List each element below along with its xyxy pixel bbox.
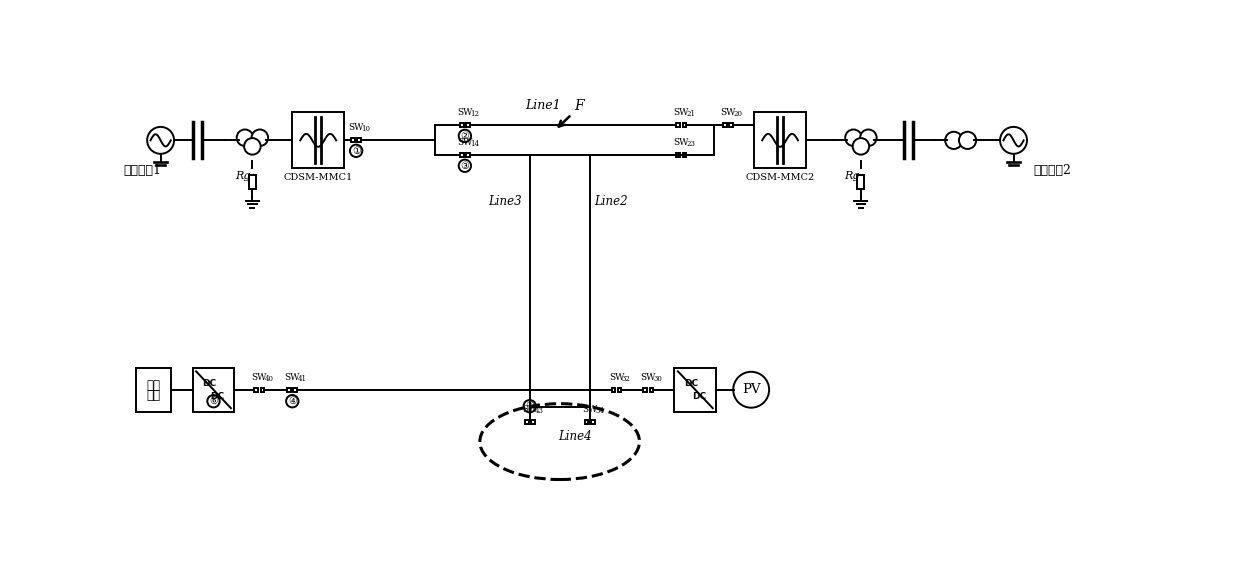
Bar	[683, 123, 686, 128]
Bar	[612, 388, 616, 392]
Circle shape	[945, 132, 963, 149]
Text: Line1: Line1	[525, 99, 560, 112]
Bar	[351, 139, 354, 142]
Bar	[643, 388, 647, 392]
Bar	[674, 368, 716, 412]
Text: DC: DC	[202, 378, 217, 388]
Circle shape	[458, 130, 471, 142]
Text: F: F	[575, 99, 585, 113]
Text: 34: 34	[595, 407, 603, 415]
Bar	[260, 388, 264, 392]
Text: 43: 43	[535, 407, 544, 415]
Bar	[287, 388, 291, 392]
Text: SW: SW	[285, 373, 300, 382]
Circle shape	[1000, 127, 1027, 154]
Text: 30: 30	[654, 375, 663, 383]
Text: 32: 32	[622, 375, 631, 383]
Text: 负荷: 负荷	[146, 389, 160, 402]
Bar	[466, 123, 470, 128]
Bar	[525, 420, 529, 424]
Circle shape	[733, 372, 769, 408]
Text: SW: SW	[608, 373, 624, 382]
Text: SW: SW	[457, 108, 472, 117]
Text: SW: SW	[674, 108, 689, 117]
Text: 20: 20	[733, 110, 742, 118]
Text: DC: DC	[684, 378, 699, 388]
Text: ②: ②	[461, 131, 470, 141]
Circle shape	[349, 145, 362, 157]
Bar	[676, 153, 680, 157]
Text: Line3: Line3	[488, 195, 522, 208]
Text: 12: 12	[471, 110, 479, 118]
Bar	[591, 420, 595, 424]
Bar	[730, 123, 733, 128]
Bar	[254, 388, 258, 392]
Text: CDSM-MMC2: CDSM-MMC2	[746, 173, 815, 182]
Text: ③: ③	[461, 161, 470, 171]
Text: 直流: 直流	[146, 378, 160, 392]
Text: CDSM-MMC1: CDSM-MMC1	[284, 173, 353, 182]
Text: ⑥: ⑥	[209, 396, 218, 406]
Text: 41: 41	[297, 375, 307, 383]
Text: 14: 14	[471, 140, 479, 148]
Text: 21: 21	[686, 110, 696, 118]
Bar	[724, 123, 727, 128]
Text: SW: SW	[641, 373, 657, 382]
Bar	[618, 388, 622, 392]
Text: SW: SW	[582, 405, 597, 414]
Text: Rg: Rg	[235, 171, 252, 181]
Bar	[683, 153, 686, 157]
Circle shape	[845, 129, 861, 146]
Text: DC: DC	[211, 392, 224, 401]
Bar	[357, 139, 361, 142]
Text: Rg: Rg	[844, 171, 860, 181]
Bar	[755, 112, 807, 168]
Bar	[585, 420, 589, 424]
Circle shape	[524, 400, 536, 412]
Circle shape	[207, 395, 219, 408]
Text: ④: ④	[287, 396, 296, 406]
Text: SW: SW	[348, 123, 364, 132]
Text: SW: SW	[252, 373, 268, 382]
Bar	[294, 388, 297, 392]
Bar	[532, 420, 535, 424]
Circle shape	[286, 395, 299, 408]
Bar	[466, 153, 470, 157]
Bar	[649, 388, 653, 392]
Text: 40: 40	[265, 375, 274, 383]
Text: Line4: Line4	[558, 430, 591, 443]
Text: DC: DC	[693, 392, 706, 401]
Circle shape	[852, 138, 870, 154]
Bar	[676, 123, 680, 128]
Circle shape	[252, 129, 268, 146]
Circle shape	[237, 129, 253, 146]
Bar	[292, 112, 344, 168]
Text: Line2: Line2	[595, 195, 628, 208]
Circle shape	[458, 160, 471, 172]
Text: 23: 23	[686, 140, 696, 148]
Bar	[192, 368, 234, 412]
Bar	[249, 175, 256, 189]
Text: SW: SW	[522, 405, 538, 414]
Text: SW: SW	[674, 138, 689, 147]
Circle shape	[959, 132, 976, 149]
Text: PV: PV	[742, 383, 761, 396]
Text: ⑤: ⑤	[525, 401, 534, 411]
Text: 10: 10	[362, 125, 370, 133]
Circle shape	[244, 138, 260, 154]
Bar	[460, 153, 463, 157]
Text: 交流系统2: 交流系统2	[1033, 164, 1072, 177]
Bar	[136, 368, 171, 412]
Bar	[460, 123, 463, 128]
Text: 交流系统1: 交流系统1	[124, 164, 162, 177]
Bar	[857, 175, 865, 189]
Text: ①: ①	[352, 146, 361, 156]
Text: SW: SW	[457, 138, 472, 147]
Circle shape	[147, 127, 175, 154]
Circle shape	[860, 129, 877, 146]
Text: SW: SW	[721, 108, 736, 117]
